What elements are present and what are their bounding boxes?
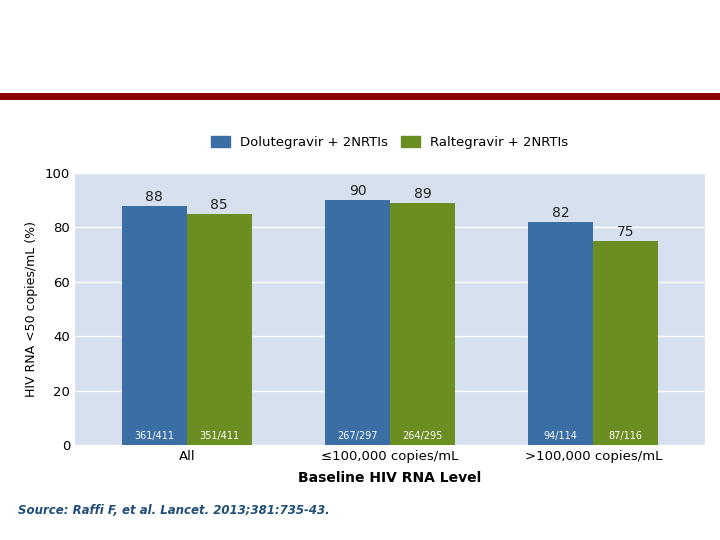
Bar — [186, 214, 252, 445]
Bar — [593, 241, 658, 445]
Text: 94/114: 94/114 — [544, 431, 577, 441]
Legend: Dolutegravir + 2NRTIs, Raltegravir + 2NRTIs: Dolutegravir + 2NRTIs, Raltegravir + 2NR… — [206, 131, 574, 154]
Text: 85: 85 — [210, 198, 228, 212]
Text: Week 48: Virologic Response, by Baseline HIV RNA: Week 48: Virologic Response, by Baseline… — [18, 469, 453, 483]
Text: 361/411: 361/411 — [134, 431, 174, 441]
Bar — [390, 203, 455, 445]
Text: 90: 90 — [348, 184, 366, 198]
Text: 264/295: 264/295 — [402, 431, 443, 441]
Text: Dolutegravir versus Raltegravir: Dolutegravir versus Raltegravir — [18, 25, 302, 43]
X-axis label: Baseline HIV RNA Level: Baseline HIV RNA Level — [298, 471, 482, 485]
Text: Source: Raffi F, et al. Lancet. 2013;381:735-43.: Source: Raffi F, et al. Lancet. 2013;381… — [18, 504, 330, 517]
Text: 88: 88 — [145, 190, 163, 204]
Text: 82: 82 — [552, 206, 570, 220]
Bar — [325, 200, 390, 445]
Text: SPRING-2: Results: SPRING-2: Results — [18, 55, 303, 83]
Bar — [122, 206, 186, 445]
Text: 75: 75 — [617, 225, 634, 239]
Bar — [528, 222, 593, 445]
Text: 89: 89 — [414, 187, 431, 201]
Y-axis label: HIV RNA <50 copies/mL (%): HIV RNA <50 copies/mL (%) — [25, 221, 38, 397]
Text: 267/297: 267/297 — [337, 431, 378, 441]
Text: 351/411: 351/411 — [199, 431, 239, 441]
Text: 87/116: 87/116 — [608, 431, 643, 441]
